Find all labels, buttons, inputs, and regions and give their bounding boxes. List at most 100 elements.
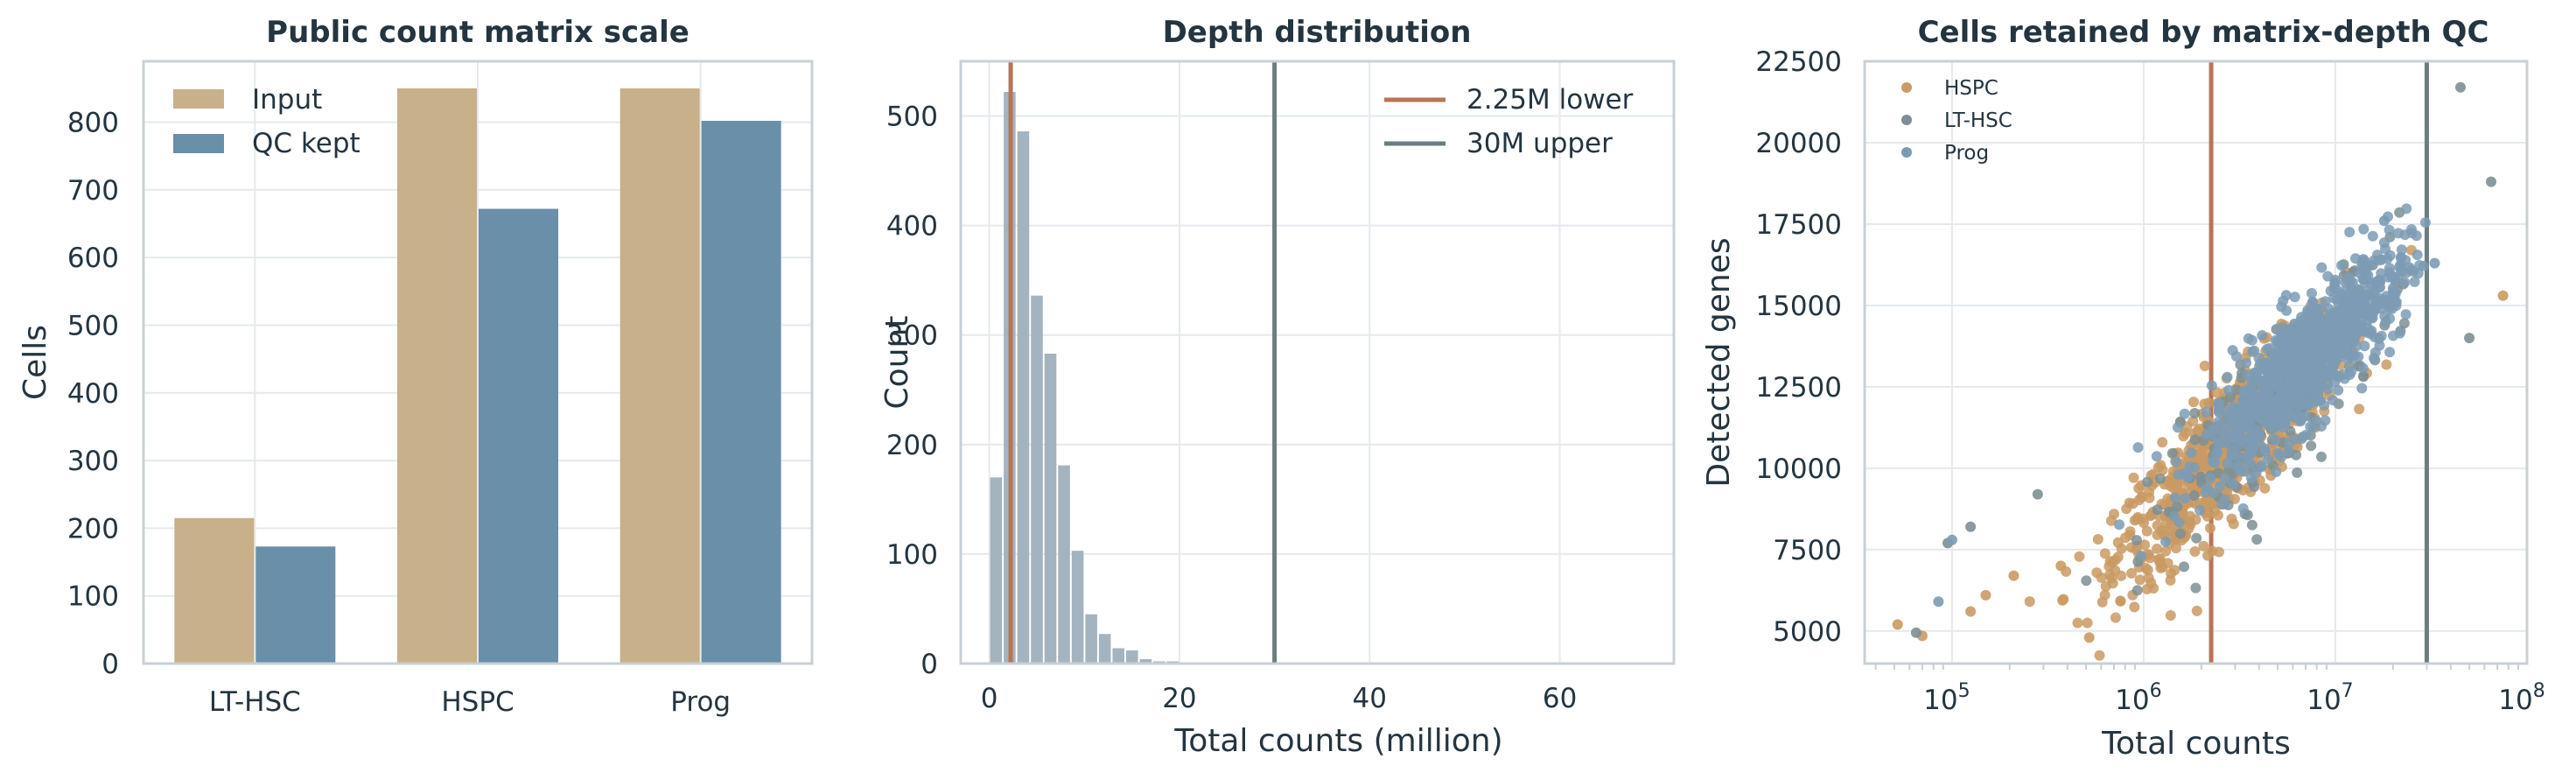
point-prog xyxy=(2296,399,2307,411)
point-hspc xyxy=(2094,650,2105,661)
point-prog xyxy=(2296,381,2307,392)
point-prog xyxy=(2399,277,2411,288)
point-lt-hsc xyxy=(2190,582,2202,594)
point-prog xyxy=(2172,422,2183,433)
x-tick-label: 108 xyxy=(2498,680,2544,716)
scatter-threshold-lines xyxy=(2208,61,2429,664)
point-prog xyxy=(2371,277,2383,288)
point-prog xyxy=(2340,277,2351,288)
point-prog xyxy=(2322,271,2334,282)
scatter-x-ticks: 105 106 107 108 xyxy=(1874,664,2545,716)
point-prog xyxy=(2354,268,2365,278)
point-prog xyxy=(2229,418,2240,430)
point-prog xyxy=(2346,290,2357,301)
point-prog xyxy=(2334,316,2346,327)
point-prog xyxy=(2357,291,2369,302)
x-tick-label: HSPC xyxy=(441,686,514,718)
point-prog xyxy=(1946,534,1957,545)
point-prog xyxy=(2388,283,2398,294)
bar-qc-kept-hspc xyxy=(479,208,558,664)
point-hspc xyxy=(2354,404,2365,415)
point-hspc xyxy=(2057,594,2068,606)
point-lt-hsc xyxy=(2154,473,2166,484)
x-tick-label: 20 xyxy=(1162,683,1196,714)
point-prog xyxy=(2264,342,2275,354)
bar-chart-panel: 0 100 200 300 400 500 600 700 800 LT-HSC HSPC Prog… xyxy=(18,15,814,718)
point-prog xyxy=(2367,313,2378,324)
point-prog xyxy=(2186,447,2197,459)
point-hspc xyxy=(1892,619,1903,630)
x-tick-exponent: 7 xyxy=(2342,680,2354,702)
y-tick-label: 300 xyxy=(886,320,938,352)
point-lt-hsc xyxy=(2455,81,2466,93)
point-prog xyxy=(2347,277,2358,288)
point-prog xyxy=(2211,447,2222,459)
scatter-title: Cells retained by matrix-depth QC xyxy=(1918,15,2489,50)
point-prog xyxy=(2345,310,2356,321)
point-prog xyxy=(2320,296,2331,307)
x-tick-label: 105 xyxy=(1923,680,1970,716)
point-hspc xyxy=(2129,601,2140,613)
point-lt-hsc xyxy=(2398,318,2410,329)
point-hspc xyxy=(2072,617,2083,629)
point-lt-hsc xyxy=(2179,561,2189,573)
scatter-legend: HSPC LT-HSC Prog xyxy=(1901,77,2012,165)
y-tick-label: 400 xyxy=(886,211,938,242)
point-prog xyxy=(2343,338,2355,349)
histogram-frame xyxy=(959,60,1676,665)
point-prog xyxy=(2204,473,2216,484)
point-prog xyxy=(2258,388,2270,399)
point-hspc xyxy=(2191,605,2202,616)
point-hspc xyxy=(2008,570,2020,581)
x-tick-base: 10 xyxy=(2306,685,2341,716)
point-hspc xyxy=(2152,461,2164,473)
bar-chart-title: Public count matrix scale xyxy=(266,15,690,50)
point-prog xyxy=(2383,271,2394,283)
histogram-title: Depth distribution xyxy=(1163,15,1472,50)
point-prog xyxy=(2412,249,2423,261)
point-hspc xyxy=(2185,519,2196,531)
scatter-points xyxy=(1892,81,2509,661)
point-prog xyxy=(2354,305,2365,316)
point-lt-hsc xyxy=(2316,451,2327,462)
y-tick-label: 20000 xyxy=(1755,128,1842,159)
histogram-bar xyxy=(1098,634,1111,664)
y-tick-label: 200 xyxy=(886,430,938,461)
point-hspc xyxy=(2082,617,2093,629)
point-lt-hsc xyxy=(2166,447,2178,459)
point-lt-hsc xyxy=(2189,408,2201,418)
point-prog xyxy=(2399,229,2411,241)
point-hspc xyxy=(2381,359,2392,370)
point-hspc xyxy=(2142,565,2153,576)
point-prog xyxy=(2390,297,2401,308)
point-hspc xyxy=(2132,511,2144,523)
point-prog xyxy=(2309,334,2320,346)
point-prog xyxy=(2201,406,2212,418)
y-tick-label: 5000 xyxy=(1773,616,1842,648)
point-hspc xyxy=(2205,523,2216,534)
point-hspc xyxy=(2133,482,2145,494)
legend-label-lower: 2.25M lower xyxy=(1466,84,1634,116)
point-prog xyxy=(2376,330,2387,341)
point-prog xyxy=(2289,292,2300,303)
point-prog xyxy=(2184,461,2195,472)
point-prog xyxy=(2379,237,2390,249)
point-hspc xyxy=(2109,509,2119,520)
histogram-bar xyxy=(1058,465,1070,664)
point-hspc xyxy=(2128,472,2139,483)
histogram-bar xyxy=(990,477,1003,664)
legend-label-upper: 30M upper xyxy=(1466,128,1613,159)
point-hspc xyxy=(1980,589,1992,601)
y-tick-label: 0 xyxy=(102,649,119,680)
point-prog xyxy=(2228,479,2239,489)
point-prog xyxy=(2372,249,2383,261)
point-hspc xyxy=(2165,574,2176,586)
point-prog xyxy=(2276,452,2286,463)
legend-marker-lt-hsc xyxy=(1901,115,1912,125)
point-prog xyxy=(2344,227,2356,238)
point-lt-hsc xyxy=(2306,440,2317,452)
x-tick-base: 10 xyxy=(2498,685,2532,716)
point-hspc xyxy=(2185,510,2196,522)
point-prog xyxy=(2316,421,2327,432)
point-prog xyxy=(2301,330,2313,341)
